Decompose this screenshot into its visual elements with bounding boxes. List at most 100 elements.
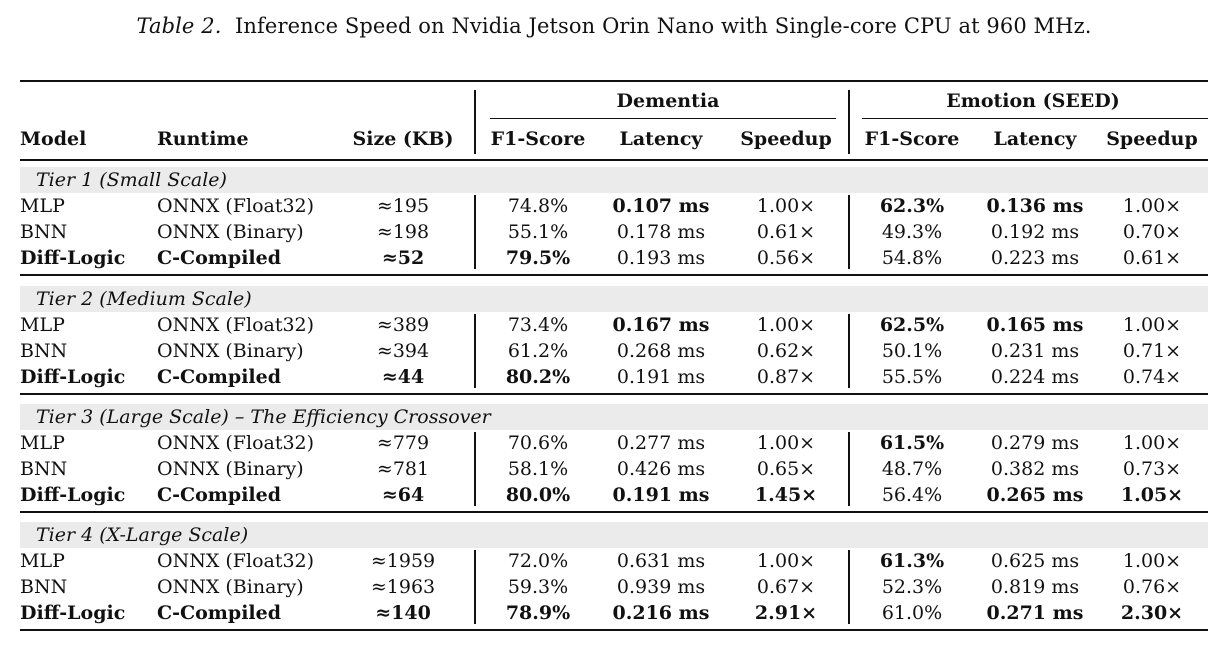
cell-emotion-f1: 61.0% [881, 602, 943, 624]
cell-runtime: ONNX (Float32) [157, 195, 315, 217]
cell-emotion-latency: 0.625 ms [990, 550, 1080, 572]
cell-size: ≈1959 [370, 550, 436, 572]
cell-size: ≈140 [375, 602, 431, 624]
cell-dementia-f1: 74.8% [507, 195, 569, 217]
tier-separator-rule [20, 274, 1208, 276]
table-row: MLP ONNX (Float32) ≈779 70.6% 0.277 ms 1.00× 6… [20, 430, 1208, 456]
column-separator [474, 550, 476, 624]
cell-emotion-f1: 52.3% [881, 576, 943, 598]
cell-size: ≈1963 [370, 576, 436, 598]
tier-label-row: Tier 2 (Medium Scale) [20, 286, 1208, 312]
tier-label: Tier 3 (Large Scale) – The Efficiency Cr… [36, 406, 491, 428]
header-column-separator [474, 90, 476, 154]
table-row: BNN ONNX (Binary) ≈781 58.1% 0.426 ms 0.65× 48… [20, 456, 1208, 482]
cell-dementia-latency: 0.107 ms [612, 195, 710, 217]
col-header-emotion-speedup: Speedup [1106, 128, 1198, 150]
cell-model: BNN [20, 576, 68, 598]
cell-runtime: ONNX (Binary) [157, 458, 304, 480]
cell-size: ≈52 [381, 247, 425, 269]
cell-dementia-latency: 0.277 ms [616, 432, 706, 454]
cell-emotion-f1: 56.4% [881, 484, 943, 506]
bottom-rule [20, 629, 1208, 631]
col-header-dementia-speedup: Speedup [740, 128, 832, 150]
cell-model: BNN [20, 221, 68, 243]
cell-size: ≈781 [376, 458, 430, 480]
cell-runtime: C-Compiled [157, 602, 282, 624]
cell-emotion-speedup: 1.05× [1120, 484, 1184, 506]
table-row: BNN ONNX (Binary) ≈394 61.2% 0.268 ms 0.62× 50… [20, 338, 1208, 364]
column-separator [474, 314, 476, 388]
cell-dementia-latency: 0.426 ms [616, 458, 706, 480]
cell-dementia-latency: 0.191 ms [616, 366, 706, 388]
tier-label-row: Tier 1 (Small Scale) [20, 167, 1208, 193]
col-header-dementia-f1: F1-Score [490, 128, 586, 150]
column-separator [474, 195, 476, 269]
cell-dementia-latency: 0.631 ms [616, 550, 706, 572]
table-row: MLP ONNX (Float32) ≈389 73.4% 0.167 ms 1.00× 6… [20, 312, 1208, 338]
cell-dementia-f1: 73.4% [507, 314, 569, 336]
tier-label: Tier 1 (Small Scale) [36, 169, 227, 191]
header-rule [20, 159, 1208, 161]
caption-text: Inference Speed on Nvidia Jetson Orin Na… [235, 14, 1092, 38]
cell-emotion-speedup: 0.61× [1122, 247, 1182, 269]
cell-dementia-latency: 0.216 ms [612, 602, 710, 624]
cell-emotion-latency: 0.224 ms [990, 366, 1080, 388]
cell-size: ≈195 [376, 195, 430, 217]
cell-model: Diff-Logic [20, 602, 126, 624]
cell-emotion-speedup: 0.76× [1122, 576, 1182, 598]
cell-emotion-speedup: 0.71× [1122, 340, 1182, 362]
cell-emotion-speedup: 0.73× [1122, 458, 1182, 480]
table-row: Diff-Logic C-Compiled ≈64 80.0% 0.191 ms 1.45… [20, 482, 1208, 508]
cell-emotion-f1: 55.5% [881, 366, 943, 388]
cell-dementia-f1: 70.6% [507, 432, 569, 454]
column-separator [848, 314, 850, 388]
cell-emotion-speedup: 1.00× [1122, 432, 1182, 454]
cell-model: Diff-Logic [20, 366, 126, 388]
group-header-emotion: Emotion (SEED) [946, 90, 1120, 112]
cell-dementia-latency: 0.167 ms [612, 314, 710, 336]
cell-dementia-speedup: 0.87× [756, 366, 816, 388]
tier-separator-rule [20, 393, 1208, 395]
column-separator [848, 195, 850, 269]
col-header-runtime: Runtime [157, 128, 249, 150]
tier-separator-rule [20, 511, 1208, 513]
group-header-dementia: Dementia [616, 90, 720, 112]
cell-emotion-speedup: 0.70× [1122, 221, 1182, 243]
cell-emotion-latency: 0.223 ms [990, 247, 1080, 269]
cell-dementia-f1: 78.9% [505, 602, 571, 624]
cell-dementia-speedup: 2.91× [754, 602, 818, 624]
cell-runtime: ONNX (Binary) [157, 221, 304, 243]
cell-dementia-f1: 58.1% [507, 458, 569, 480]
cell-dementia-f1: 79.5% [505, 247, 571, 269]
table-row: BNN ONNX (Binary) ≈1963 59.3% 0.939 ms 0.67× 5… [20, 574, 1208, 600]
cell-size: ≈64 [381, 484, 425, 506]
column-separator [474, 432, 476, 506]
top-rule [20, 80, 1208, 82]
cell-model: MLP [20, 195, 65, 217]
tier-label: Tier 2 (Medium Scale) [36, 288, 252, 310]
table-row: Diff-Logic C-Compiled ≈140 78.9% 0.216 ms 2.9… [20, 600, 1208, 626]
cell-emotion-latency: 0.382 ms [990, 458, 1080, 480]
cell-dementia-f1: 55.1% [507, 221, 569, 243]
cell-emotion-speedup: 1.00× [1122, 195, 1182, 217]
column-separator [848, 550, 850, 624]
cell-runtime: ONNX (Binary) [157, 340, 304, 362]
cell-emotion-latency: 0.265 ms [986, 484, 1084, 506]
col-header-model: Model [20, 128, 87, 150]
cell-emotion-latency: 0.231 ms [990, 340, 1080, 362]
cell-emotion-latency: 0.279 ms [990, 432, 1080, 454]
column-separator [848, 432, 850, 506]
cell-dementia-f1: 80.0% [505, 484, 571, 506]
cell-model: MLP [20, 550, 65, 572]
emotion-group-rule [862, 118, 1208, 119]
cell-dementia-latency: 0.193 ms [616, 247, 706, 269]
col-header-emotion-latency: Latency [993, 128, 1077, 150]
tier-label: Tier 4 (X-Large Scale) [36, 524, 249, 546]
cell-runtime: C-Compiled [157, 484, 282, 506]
cell-runtime: ONNX (Binary) [157, 576, 304, 598]
cell-model: MLP [20, 432, 65, 454]
cell-dementia-f1: 80.2% [505, 366, 571, 388]
cell-dementia-speedup: 1.00× [756, 550, 816, 572]
cell-size: ≈394 [376, 340, 430, 362]
cell-dementia-speedup: 0.61× [756, 221, 816, 243]
